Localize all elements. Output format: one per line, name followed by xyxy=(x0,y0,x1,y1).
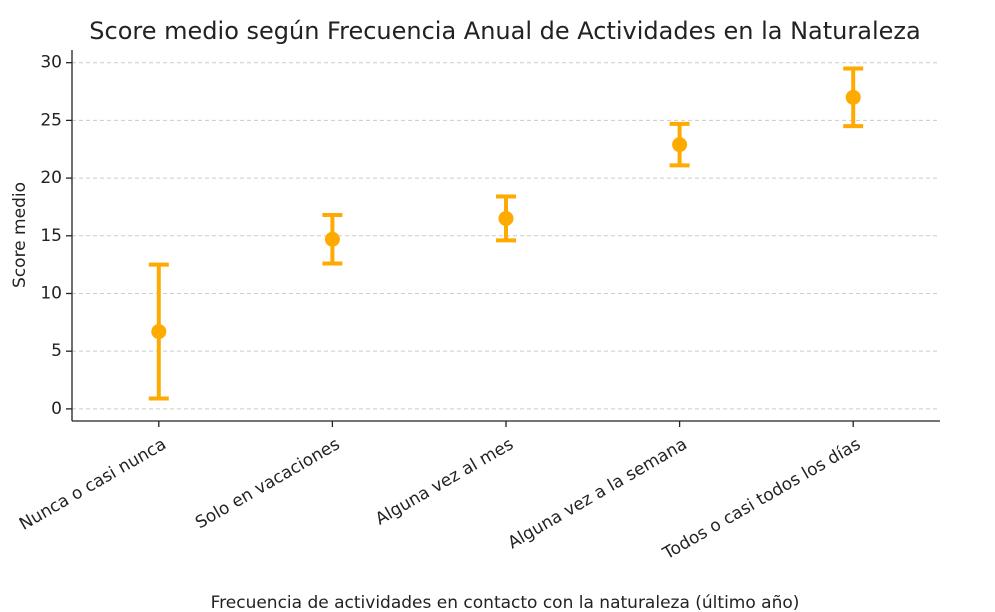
x-tick-label: Solo en vacaciones xyxy=(192,434,343,533)
y-tick-label: 25 xyxy=(40,110,62,130)
x-axis-label: Frecuencia de actividades en contacto co… xyxy=(211,593,800,612)
y-tick-label: 5 xyxy=(51,341,62,361)
point xyxy=(151,324,167,340)
y-tick-label: 15 xyxy=(40,226,62,246)
x-tick-label: Alguna vez a la semana xyxy=(505,434,691,553)
y-axis-label: Score medio xyxy=(10,182,30,288)
y-tick-label: 0 xyxy=(51,399,62,419)
y-tick-label: 30 xyxy=(40,53,62,73)
y-tick-label: 20 xyxy=(40,168,62,188)
point xyxy=(498,210,514,226)
y-tick-label: 10 xyxy=(40,283,62,303)
chart-title: Score medio según Frecuencia Anual de Ac… xyxy=(89,17,920,45)
x-tick-label: Nunca o casi nunca xyxy=(16,434,170,534)
x-tick-label: Todos o casi todos los días xyxy=(659,434,864,564)
x-tick-label: Alguna vez al mes xyxy=(372,434,517,529)
point xyxy=(324,231,340,247)
point xyxy=(845,89,861,105)
point xyxy=(672,137,688,153)
